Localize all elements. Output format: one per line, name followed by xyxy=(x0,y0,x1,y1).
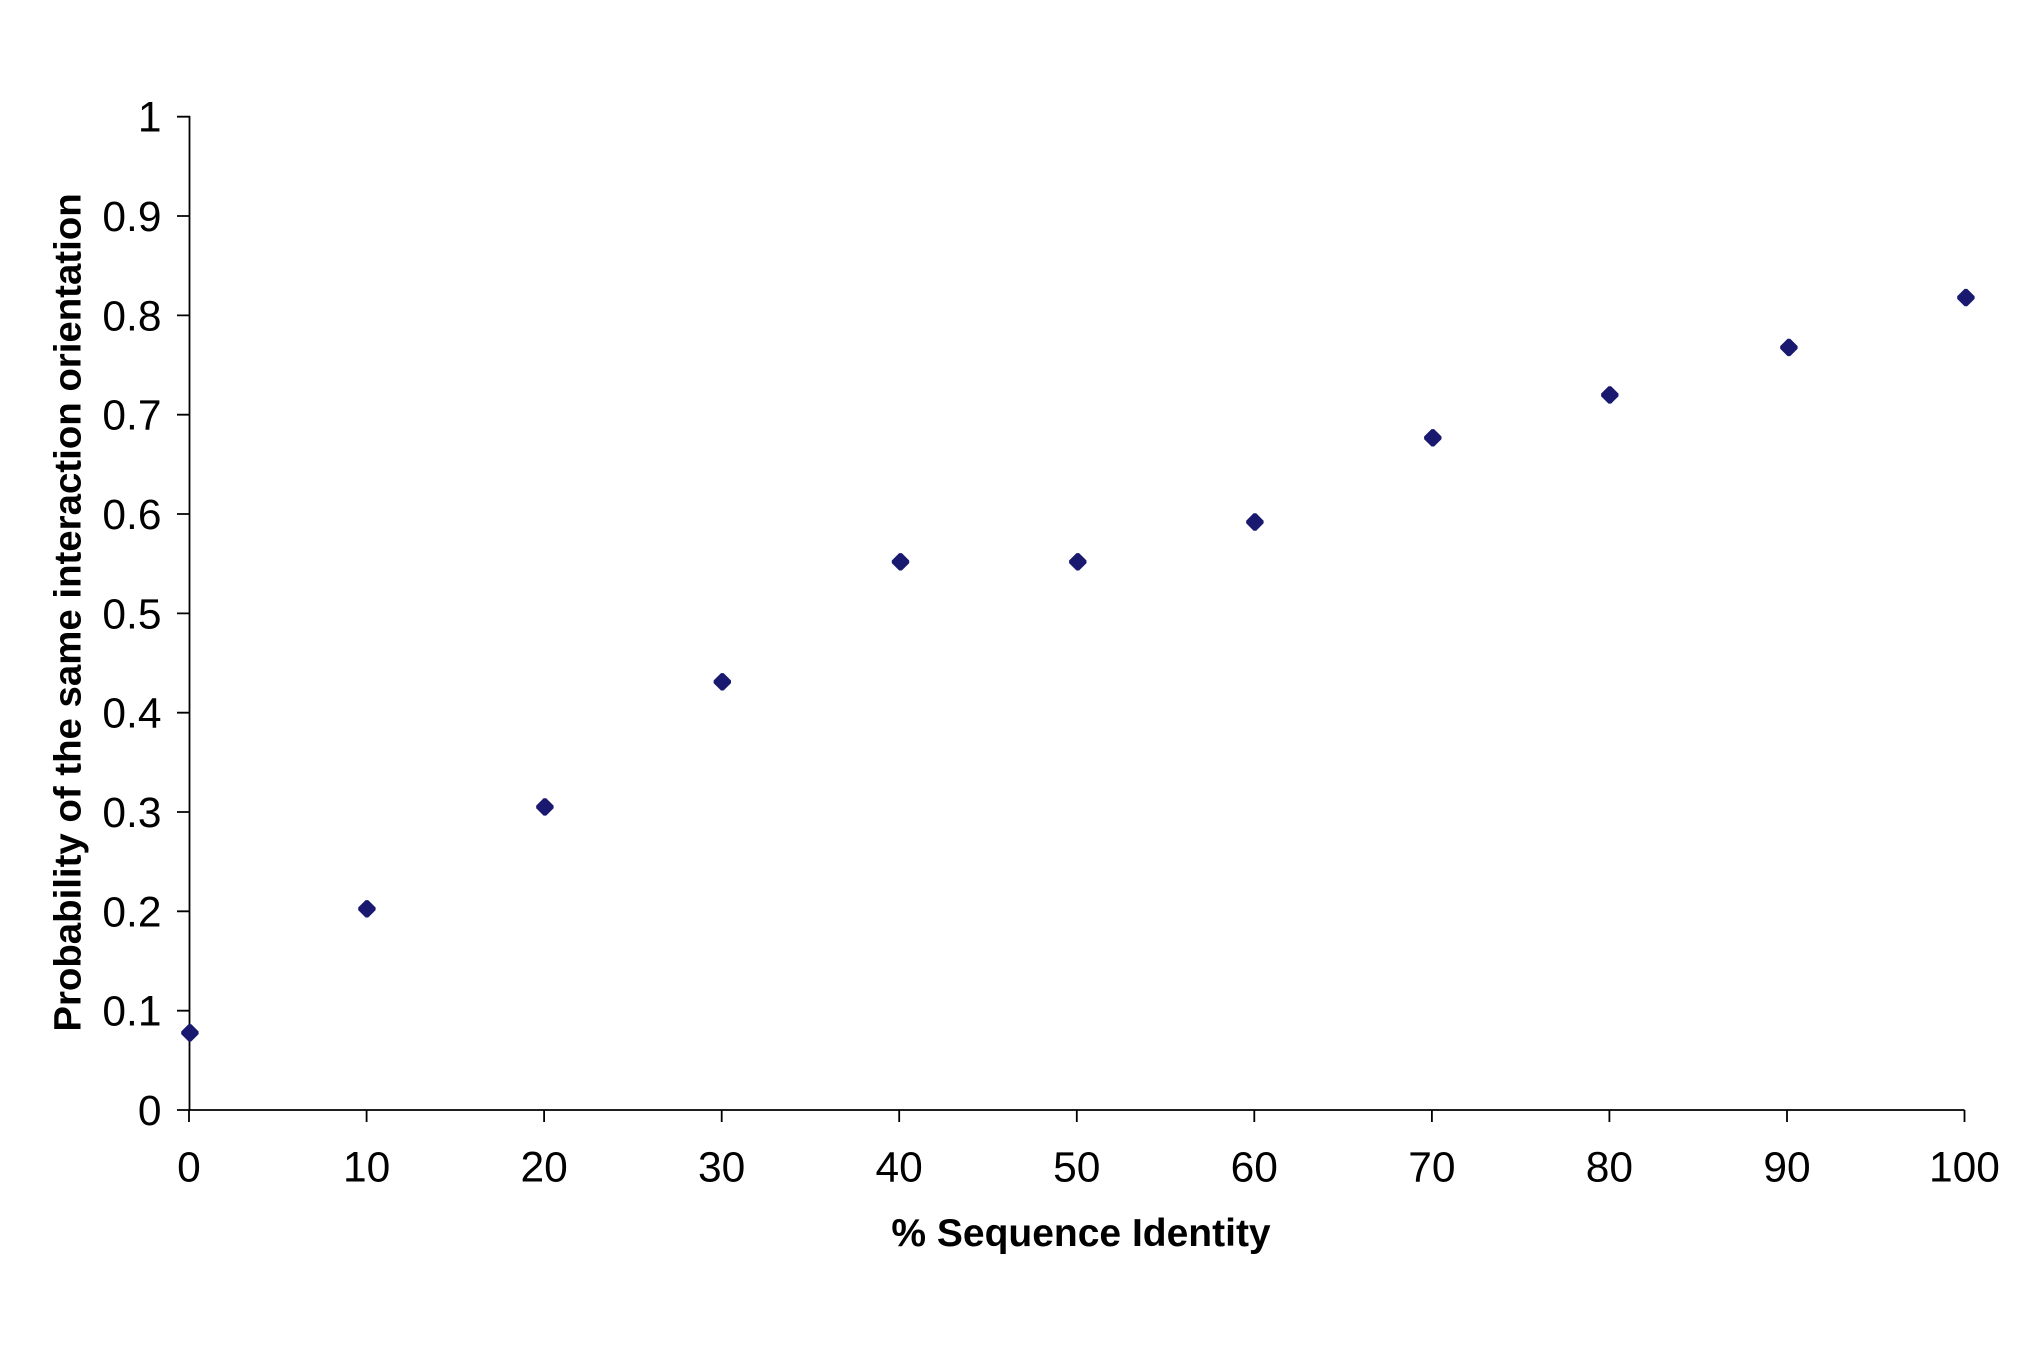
svg-text:50: 50 xyxy=(1053,1145,1100,1192)
svg-text:80: 80 xyxy=(1586,1145,1633,1192)
svg-text:0: 0 xyxy=(177,1145,201,1192)
svg-text:Probability of the same intera: Probability of the same interaction orie… xyxy=(47,193,90,1031)
svg-text:0.1: 0.1 xyxy=(102,989,161,1036)
svg-text:0.9: 0.9 xyxy=(102,194,161,241)
svg-text:1: 1 xyxy=(138,95,162,142)
svg-text:0.2: 0.2 xyxy=(102,889,161,936)
svg-text:0.8: 0.8 xyxy=(102,293,161,340)
svg-text:90: 90 xyxy=(1763,1145,1810,1192)
svg-text:0.4: 0.4 xyxy=(102,691,161,738)
svg-text:30: 30 xyxy=(698,1145,745,1192)
svg-text:0: 0 xyxy=(138,1088,162,1135)
svg-text:100: 100 xyxy=(1929,1145,2000,1192)
svg-text:0.7: 0.7 xyxy=(102,393,161,440)
svg-text:0.6: 0.6 xyxy=(102,492,161,539)
svg-text:40: 40 xyxy=(876,1145,923,1192)
svg-text:60: 60 xyxy=(1231,1145,1278,1192)
svg-text:0.5: 0.5 xyxy=(102,591,161,638)
svg-text:0.3: 0.3 xyxy=(102,790,161,837)
svg-text:% Sequence Identity: % Sequence Identity xyxy=(891,1212,1271,1255)
svg-text:70: 70 xyxy=(1408,1145,1455,1192)
svg-text:20: 20 xyxy=(520,1145,567,1192)
svg-text:10: 10 xyxy=(343,1145,390,1192)
